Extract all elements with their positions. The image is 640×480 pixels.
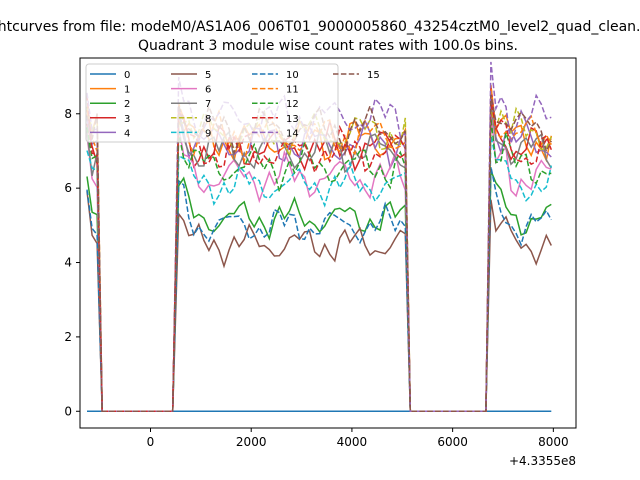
x-tick-label: 6000: [437, 435, 468, 449]
y-tick-label: 2: [64, 330, 72, 344]
legend-label-14: 14: [286, 128, 299, 139]
series-line-2: [86, 170, 552, 413]
x-tick-label: 2000: [236, 435, 267, 449]
series-line-8: [86, 106, 552, 413]
legend-box: [85, 63, 339, 143]
series-line-13: [86, 95, 553, 413]
series-line-4: [86, 95, 552, 413]
legend-label-4: 4: [124, 128, 130, 139]
series-line-10: [86, 166, 552, 413]
y-tick-label: 4: [64, 256, 72, 270]
legend-label-13: 13: [286, 114, 299, 125]
legend-label-12: 12: [286, 99, 299, 110]
legend-label-9: 9: [205, 128, 211, 139]
legend-label-6: 6: [205, 85, 211, 96]
legend-label-0: 0: [124, 70, 130, 81]
series-line-9: [86, 135, 553, 413]
x-axis: 0 2000 4000 6000 8000: [147, 428, 569, 449]
series-line-5: [86, 191, 552, 413]
x-offset-label: +4.3355e8: [509, 454, 576, 468]
legend-label-11: 11: [286, 85, 299, 96]
y-axis: 0 2 4 6 8: [64, 107, 80, 418]
series-line-6: [86, 111, 552, 413]
y-tick-label: 0: [64, 404, 72, 418]
y-tick-label: 8: [64, 107, 72, 121]
x-tick-label: 8000: [538, 435, 569, 449]
legend-label-2: 2: [124, 99, 130, 110]
figure-suptitle: Lightcurves from file: modeM0/AS1A06_006…: [0, 19, 640, 35]
x-tick-label: 4000: [337, 435, 368, 449]
series-line-1: [86, 105, 553, 413]
legend-label-3: 3: [124, 114, 130, 125]
legend-label-10: 10: [286, 70, 299, 81]
axes-frame: [79, 57, 577, 429]
x-tick-label: 0: [147, 435, 155, 449]
legend-label-1: 1: [124, 85, 130, 96]
legend-label-5: 5: [205, 70, 211, 81]
legend-label-8: 8: [205, 114, 211, 125]
chart-title: Quadrant 3 module wise count rates with …: [138, 38, 518, 54]
legend-label-7: 7: [205, 99, 211, 110]
legend-label-15: 15: [367, 70, 380, 81]
y-tick-label: 6: [64, 181, 72, 195]
